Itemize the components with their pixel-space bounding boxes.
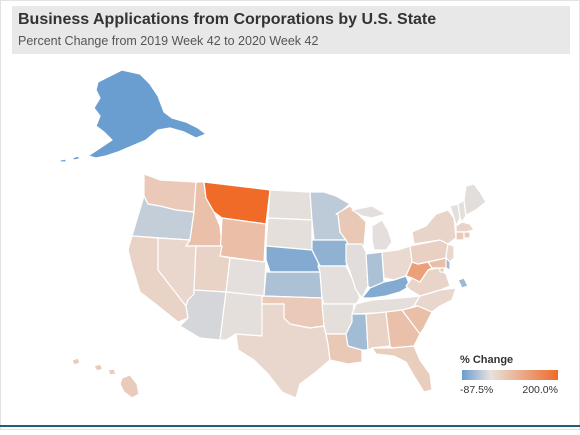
state-mi[interactable] xyxy=(351,205,393,251)
state-nm[interactable] xyxy=(219,291,265,341)
state-ma[interactable] xyxy=(455,221,475,233)
state-fl[interactable] xyxy=(371,345,433,393)
state-nj[interactable] xyxy=(445,243,455,265)
state-nh[interactable] xyxy=(457,199,467,223)
state-tx[interactable] xyxy=(235,303,331,399)
legend-max-label: 200.0% xyxy=(522,384,558,396)
state-sd[interactable] xyxy=(265,217,313,251)
state-nd[interactable] xyxy=(267,189,313,221)
header-bar: Business Applications from Corporations … xyxy=(12,6,570,54)
state-dc[interactable] xyxy=(439,267,445,273)
state-ky[interactable] xyxy=(361,275,411,299)
map-title: Business Applications from Corporations … xyxy=(18,11,437,28)
state-me[interactable] xyxy=(463,183,487,217)
state-ak[interactable] xyxy=(87,69,207,159)
state-ks[interactable] xyxy=(263,271,323,299)
state-ct[interactable] xyxy=(455,231,465,241)
state-ak-islands xyxy=(59,155,81,163)
state-sc[interactable] xyxy=(401,305,433,335)
state-vt[interactable] xyxy=(449,203,461,227)
legend-gradient-bar xyxy=(462,370,558,380)
map-subtitle: Percent Change from 2019 Week 42 to 2020… xyxy=(18,34,319,48)
state-wy[interactable] xyxy=(219,217,267,263)
state-ri[interactable] xyxy=(463,231,471,239)
state-co[interactable] xyxy=(225,257,267,297)
legend-title: % Change xyxy=(460,354,514,366)
bottom-rule xyxy=(0,425,580,427)
state-al[interactable] xyxy=(365,311,391,351)
state-hi[interactable] xyxy=(71,357,140,399)
color-legend: % Change -87.5% 200.0% xyxy=(460,354,560,400)
legend-min-label: -87.5% xyxy=(460,384,494,396)
state-ny[interactable] xyxy=(411,209,457,245)
